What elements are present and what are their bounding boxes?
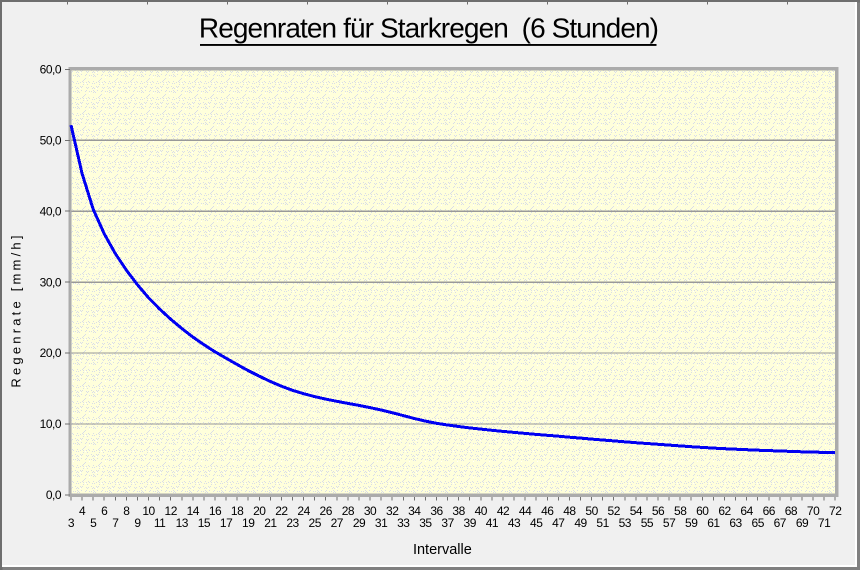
svg-text:50: 50: [585, 504, 598, 518]
svg-text:15: 15: [198, 516, 211, 530]
svg-text:17: 17: [220, 516, 233, 530]
svg-text:11: 11: [154, 516, 166, 530]
svg-text:13: 13: [176, 516, 189, 530]
svg-text:9: 9: [134, 516, 141, 530]
svg-text:5: 5: [90, 516, 97, 530]
svg-text:64: 64: [740, 504, 753, 518]
svg-text:14: 14: [187, 504, 200, 518]
svg-text:7: 7: [112, 516, 119, 530]
svg-text:58: 58: [674, 504, 687, 518]
svg-text:56: 56: [652, 504, 665, 518]
svg-text:48: 48: [563, 504, 576, 518]
svg-text:10,0: 10,0: [40, 417, 62, 431]
svg-text:54: 54: [630, 504, 643, 518]
svg-text:52: 52: [608, 504, 621, 518]
svg-text:63: 63: [729, 516, 742, 530]
svg-text:50,0: 50,0: [40, 134, 62, 148]
svg-text:19: 19: [242, 516, 255, 530]
svg-text:66: 66: [763, 504, 776, 518]
svg-text:Intervalle: Intervalle: [413, 542, 472, 558]
svg-text:23: 23: [286, 516, 299, 530]
svg-text:32: 32: [386, 504, 399, 518]
svg-text:16: 16: [209, 504, 222, 518]
svg-text:Regenraten für Starkregen (6: Regenraten für Starkregen (6 Stunden): [199, 12, 658, 43]
svg-text:28: 28: [342, 504, 355, 518]
svg-text:51: 51: [596, 516, 609, 530]
svg-text:10: 10: [142, 504, 155, 518]
svg-text:55: 55: [641, 516, 654, 530]
svg-text:25: 25: [309, 516, 322, 530]
svg-text:29: 29: [353, 516, 366, 530]
svg-text:61: 61: [707, 516, 720, 530]
svg-text:4: 4: [79, 504, 86, 518]
svg-text:43: 43: [508, 516, 521, 530]
svg-text:67: 67: [774, 516, 787, 530]
svg-text:42: 42: [497, 504, 510, 518]
svg-text:60,0: 60,0: [40, 63, 62, 77]
svg-text:27: 27: [331, 516, 344, 530]
svg-text:33: 33: [397, 516, 410, 530]
svg-text:53: 53: [619, 516, 632, 530]
svg-text:40,0: 40,0: [40, 204, 62, 218]
svg-text:8: 8: [123, 504, 130, 518]
svg-text:60: 60: [696, 504, 709, 518]
svg-text:36: 36: [430, 504, 443, 518]
svg-text:20: 20: [253, 504, 266, 518]
svg-text:59: 59: [685, 516, 698, 530]
svg-text:31: 31: [375, 516, 388, 530]
svg-text:44: 44: [519, 504, 532, 518]
svg-text:46: 46: [541, 504, 554, 518]
svg-text:68: 68: [785, 504, 798, 518]
svg-text:21: 21: [264, 516, 277, 530]
svg-text:30: 30: [364, 504, 377, 518]
svg-text:40: 40: [475, 504, 488, 518]
svg-text:70: 70: [807, 504, 820, 518]
svg-text:34: 34: [408, 504, 421, 518]
svg-text:3: 3: [68, 516, 75, 530]
svg-text:35: 35: [419, 516, 432, 530]
svg-text:45: 45: [530, 516, 543, 530]
svg-text:38: 38: [452, 504, 465, 518]
svg-text:65: 65: [752, 516, 765, 530]
svg-text:12: 12: [165, 504, 178, 518]
svg-text:0,0: 0,0: [46, 488, 62, 502]
svg-text:22: 22: [275, 504, 288, 518]
svg-text:30,0: 30,0: [40, 275, 62, 289]
svg-text:62: 62: [718, 504, 731, 518]
svg-text:20,0: 20,0: [40, 346, 62, 360]
svg-text:72: 72: [829, 504, 842, 518]
svg-text:18: 18: [231, 504, 244, 518]
svg-text:26: 26: [320, 504, 333, 518]
svg-text:24: 24: [297, 504, 310, 518]
svg-text:57: 57: [663, 516, 676, 530]
svg-text:37: 37: [441, 516, 454, 530]
svg-text:69: 69: [796, 516, 809, 530]
svg-text:71: 71: [818, 516, 831, 530]
svg-text:Regenrate [mm/h]: Regenrate [mm/h]: [9, 232, 24, 387]
svg-text:49: 49: [574, 516, 587, 530]
svg-text:6: 6: [101, 504, 108, 518]
svg-text:39: 39: [464, 516, 477, 530]
svg-text:47: 47: [552, 516, 565, 530]
svg-text:41: 41: [486, 516, 499, 530]
